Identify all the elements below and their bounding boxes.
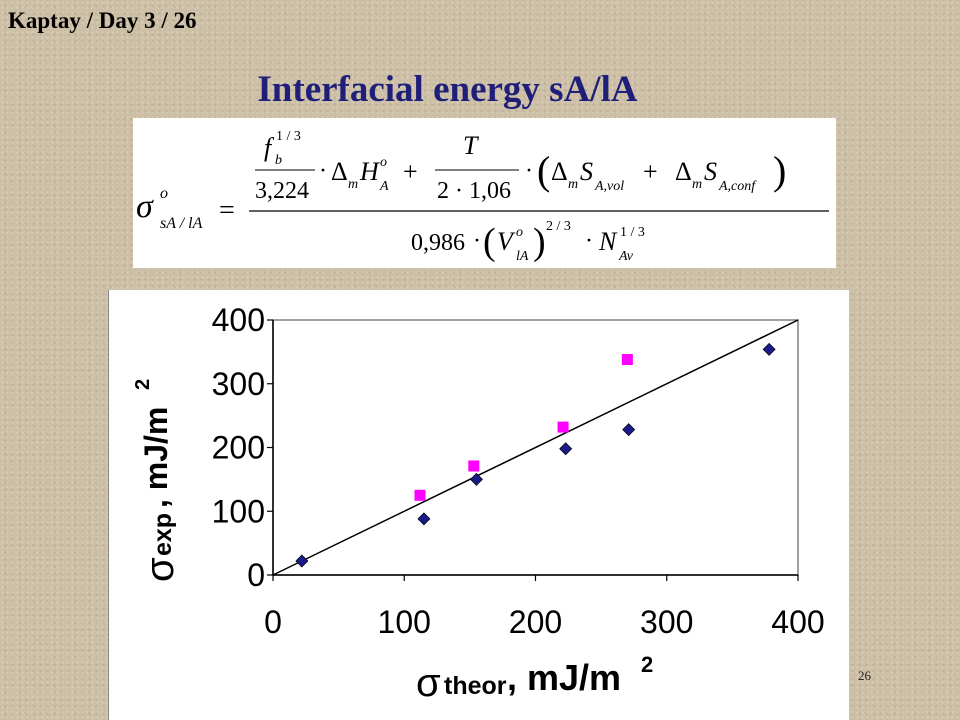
data-point-diamond — [417, 512, 431, 526]
x-label-subscript: theor — [444, 672, 507, 700]
num-dot1: · — [319, 158, 327, 184]
data-point-square — [414, 489, 426, 501]
num-dot2: · — [525, 158, 533, 184]
num-S2-sub: A,conf — [718, 179, 757, 194]
formula: σ o sA / lA = f 1 / 3 b 3,224 · Δ m H o … — [136, 129, 829, 264]
data-point-square — [468, 460, 480, 472]
den-lparen: ( — [483, 221, 496, 263]
x-tick-label: 0 — [264, 604, 282, 640]
den-N-sup: 1 / 3 — [620, 225, 645, 240]
scatter-chart: 0 100 200 300 400 0 100 200 300 400 σ theor , mJ/… — [132, 302, 825, 705]
num-f: f — [264, 133, 275, 162]
den-V-sup: o — [516, 225, 523, 240]
num-m1: m — [348, 177, 358, 192]
num-plus1: + — [403, 157, 418, 186]
y-tick-label: 200 — [212, 430, 265, 466]
y-label-unit: , mJ/m — [138, 407, 174, 508]
num-S1-sub: A,vol — [594, 179, 624, 194]
x-label-unit-sup: 2 — [641, 652, 653, 677]
num-lparen: ( — [537, 148, 550, 193]
num-H-sup: o — [380, 155, 387, 170]
num-plus2: + — [643, 157, 658, 186]
x-tick-label: 400 — [771, 604, 824, 640]
den-dot3: · — [473, 228, 481, 254]
y-label-subscript: exp — [149, 513, 177, 556]
num-f-sub: b — [275, 153, 282, 168]
x-tick-label: 200 — [509, 604, 562, 640]
num-m2: m — [568, 177, 578, 192]
lhs-superscript: o — [160, 185, 168, 202]
num-H-sub: A — [379, 179, 389, 194]
lhs-sigma: σ — [136, 188, 154, 225]
slide-header: Kaptay / Day 3 / 26 — [8, 8, 197, 33]
y-label-unit-sup: 2 — [132, 379, 154, 390]
x-label-symbol: σ — [416, 661, 441, 705]
formula-box: σ o sA / lA = f 1 / 3 b 3,224 · Δ m H o … — [133, 118, 836, 268]
x-tick-label: 100 — [378, 604, 431, 640]
den-dot4: · — [585, 228, 593, 254]
den-exp: 2 / 3 — [546, 219, 571, 234]
slide-title: Interfacial energy sA/lA — [257, 69, 638, 110]
num-S2: S — [704, 157, 717, 186]
data-point-diamond — [469, 472, 483, 486]
num-H: H — [359, 157, 380, 186]
page-number: 26 — [858, 668, 871, 683]
num-T: T — [463, 131, 479, 160]
y-tick-label: 100 — [212, 493, 265, 529]
lhs-subscript: sA / lA — [160, 215, 203, 232]
data-point-diamond — [295, 554, 309, 568]
data-point-square — [557, 421, 569, 433]
data-point-diamond — [622, 423, 636, 437]
x-tick-label: 300 — [640, 604, 693, 640]
data-point-diamond — [559, 442, 573, 456]
num-c1: 3,224 — [255, 178, 309, 204]
y-axis-label: σ exp , mJ/m 2 — [132, 379, 182, 582]
num-m3: m — [692, 177, 702, 192]
y-tick-label: 300 — [212, 366, 265, 402]
y-tick-label: 400 — [212, 302, 265, 338]
data-point-diamond — [762, 342, 776, 356]
y-label-symbol: σ — [138, 557, 182, 582]
reference-line — [272, 319, 799, 576]
chart-container: 0 100 200 300 400 0 100 200 300 400 σ theor , mJ/… — [108, 290, 849, 720]
data-point-square — [621, 354, 633, 366]
y-tick-label: 0 — [247, 557, 265, 593]
num-delta1: Δ — [331, 157, 348, 186]
num-S1: S — [580, 157, 593, 186]
num-rparen: ) — [773, 148, 786, 193]
num-delta3: Δ — [675, 157, 692, 186]
num-delta2: Δ — [551, 157, 568, 186]
den-c3: 0,986 — [411, 230, 465, 256]
x-label-unit: , mJ/m — [507, 657, 621, 698]
den-V: V — [497, 227, 516, 256]
den-rparen: ) — [533, 221, 546, 263]
num-f-sup: 1 / 3 — [276, 129, 301, 144]
num-c2: 2 · 1,06 — [437, 178, 511, 204]
den-V-sub: lA — [516, 249, 529, 264]
den-N: N — [598, 227, 618, 256]
den-N-sub: Av — [618, 249, 634, 264]
equals-sign: = — [219, 195, 235, 226]
